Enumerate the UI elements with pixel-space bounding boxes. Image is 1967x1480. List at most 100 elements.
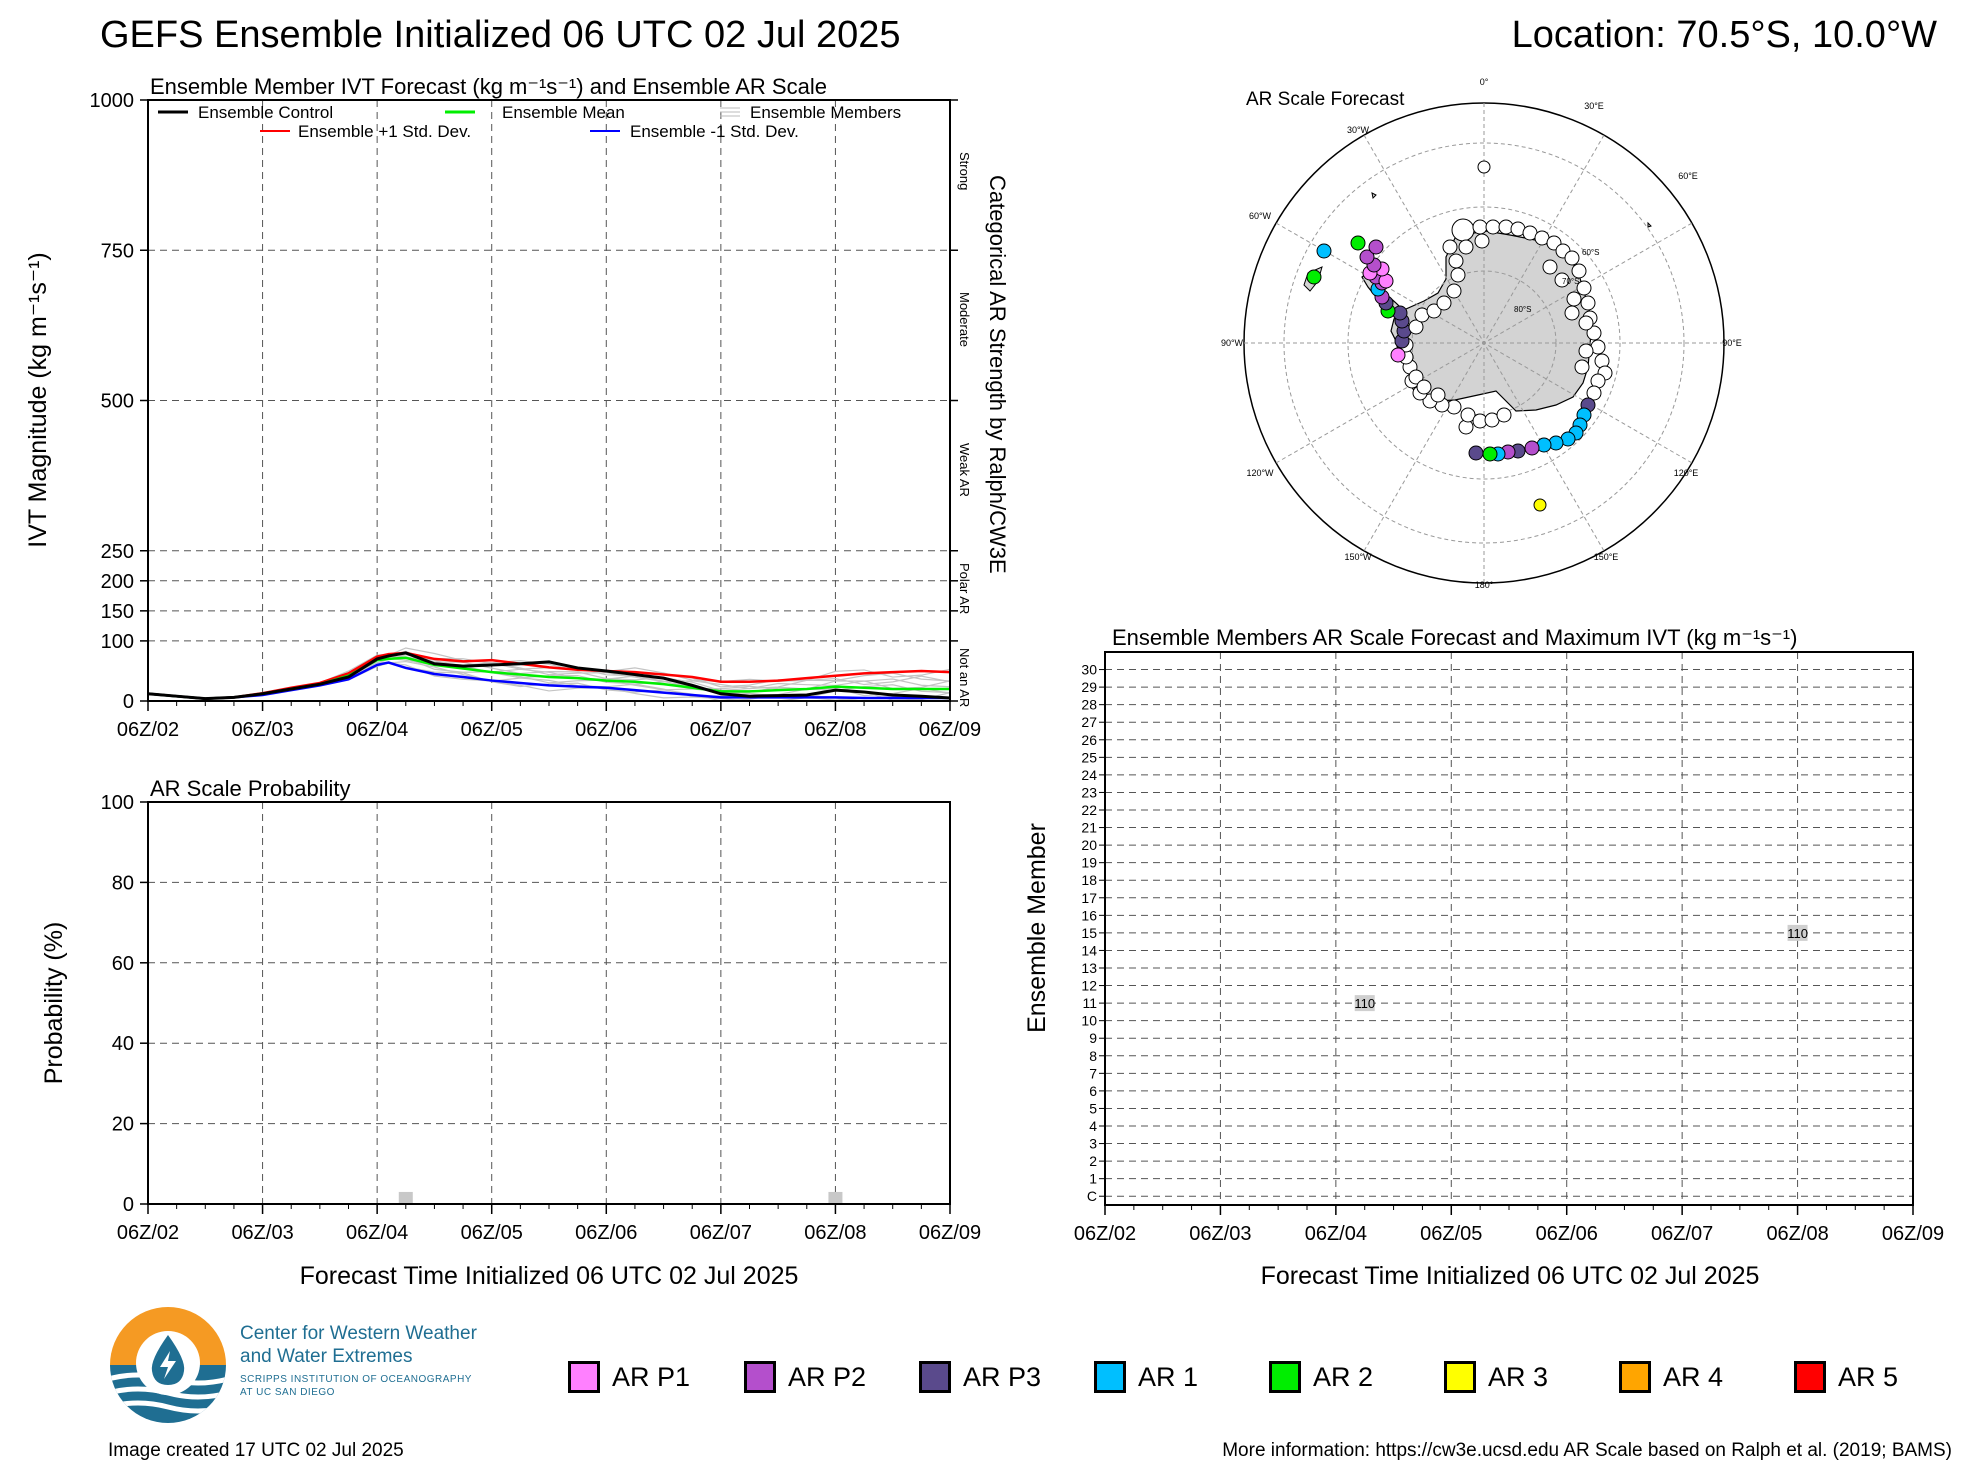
- ar-legend-swatch: [568, 1361, 600, 1393]
- ar-legend-swatch: [1444, 1361, 1476, 1393]
- ar-marker: [1564, 305, 1580, 321]
- ar-legend-label: AR P2: [788, 1361, 867, 1392]
- ar-legend-label: AR 4: [1663, 1361, 1724, 1392]
- members-ytick-label: 21: [1081, 820, 1097, 836]
- prob-xtick-label: 06Z/07: [690, 1222, 752, 1244]
- members-ytick-label: 1: [1089, 1171, 1097, 1187]
- ar-legend-item: AR P1: [568, 1358, 690, 1396]
- lon-label: 150°W: [1344, 552, 1372, 562]
- prob-title: AR Scale Probability: [150, 776, 351, 801]
- ensemble-member-line: [147, 662, 951, 702]
- category-moderate: Moderate: [957, 292, 972, 347]
- ar-legend-label: AR P3: [963, 1361, 1042, 1392]
- members-ytick-label: 25: [1081, 749, 1097, 765]
- ar-legend-label: AR 5: [1838, 1361, 1899, 1392]
- ivt-legend: Ensemble Control Ensemble Mean Ensemble …: [158, 103, 901, 141]
- lon-label: 0°: [1480, 77, 1489, 87]
- members-xtick-label: 06Z/03: [1189, 1223, 1251, 1245]
- member-ar-cell: [1787, 924, 1808, 941]
- ar-marker: [1430, 387, 1446, 403]
- ivt-chart: 0 100 150 200 250 500 750 1000 06Z/02 06Z/03 06Z/0…: [24, 74, 1010, 741]
- members-ytick-label: 6: [1089, 1083, 1097, 1099]
- members-ytick-label: 3: [1089, 1136, 1097, 1152]
- prob-plot-frame: [147, 801, 951, 1205]
- members-ytick-label: 12: [1081, 978, 1097, 994]
- ar-legend-item: AR 4: [1619, 1358, 1723, 1396]
- probability-bar: [828, 1191, 843, 1204]
- ivt-xtick-label: 06Z/07: [690, 719, 752, 741]
- ivt-xtick-label: 06Z/04: [346, 719, 408, 741]
- map-lon-labels: 0° 30°E 60°E 90°E 120°E 150°E 180° 150°W…: [1221, 77, 1742, 590]
- members-xtick-label: 06Z/09: [1882, 1223, 1944, 1245]
- lon-label: 30°E: [1584, 101, 1604, 111]
- lon-label: 150°E: [1594, 552, 1619, 562]
- ar-legend-item: AR 3: [1444, 1358, 1548, 1396]
- prob-bars: [398, 1191, 843, 1204]
- members-ytick-label: 20: [1081, 837, 1097, 853]
- members-ytick-label: 11: [1082, 995, 1097, 1011]
- legend-minus-label: Ensemble -1 Std. Dev.: [630, 122, 799, 141]
- members-ytick-label: 17: [1081, 890, 1097, 906]
- ivt-ytick-label: 750: [101, 240, 134, 262]
- ivt-xtick-label: 06Z/05: [461, 719, 523, 741]
- members-ylabel: Ensemble Member: [1023, 823, 1051, 1033]
- ar-marker: [1448, 253, 1464, 269]
- members-ytick-label: 10: [1081, 1013, 1097, 1029]
- lat-label: 80°S: [1514, 305, 1531, 314]
- ar-marker: [1477, 160, 1491, 174]
- members-xtick-label: 06Z/02: [1074, 1223, 1136, 1245]
- legend-control-label: Ensemble Control: [198, 103, 333, 122]
- members-ytick-label: 15: [1081, 925, 1097, 941]
- ar-legend-swatch: [1094, 1361, 1126, 1393]
- category-polar: Polar AR: [957, 563, 972, 614]
- prob-ytick-label: 80: [112, 872, 134, 894]
- members-title: Ensemble Members AR Scale Forecast and M…: [1112, 625, 1797, 650]
- members-ytick-label: 7: [1089, 1065, 1097, 1081]
- ivt-xtick-label: 06Z/08: [804, 719, 866, 741]
- lon-label: 60°E: [1678, 171, 1698, 181]
- ivt-xtick-label: 06Z/09: [919, 719, 981, 741]
- members-xtick-label: 06Z/05: [1420, 1223, 1482, 1245]
- ar-marker: [1496, 407, 1512, 423]
- members-ytick-label: 5: [1089, 1100, 1097, 1116]
- ar-marker: [1571, 263, 1587, 279]
- member-max-ivt-label: 110: [1787, 926, 1808, 941]
- ar-marker: [1586, 385, 1602, 401]
- ar-marker: [1472, 219, 1488, 235]
- members-xtick-label: 06Z/06: [1536, 1223, 1598, 1245]
- ar-marker: [1524, 440, 1540, 456]
- footer-info: More information: https://cw3e.ucsd.edu …: [1222, 1440, 1952, 1461]
- ivt-ytick-label: 150: [101, 601, 134, 623]
- members-xtick-label: 06Z/08: [1766, 1223, 1828, 1245]
- lon-label: 90°E: [1722, 338, 1742, 348]
- prob-xlabel: Forecast Time Initialized 06 UTC 02 Jul …: [300, 1262, 799, 1290]
- ivt-ytick-label: 200: [101, 571, 134, 593]
- ar-marker: [1450, 267, 1466, 283]
- footer-created: Image created 17 UTC 02 Jul 2025: [108, 1440, 404, 1461]
- logo-name-line1: Center for Western Weather: [240, 1323, 477, 1344]
- members-xtick-label: 06Z/07: [1651, 1223, 1713, 1245]
- ar-marker: [1442, 239, 1458, 255]
- ivt-grid: [148, 100, 950, 701]
- ar-marker: [1390, 347, 1406, 363]
- ar-marker: [1416, 379, 1432, 395]
- member-max-ivt-label: 110: [1354, 996, 1375, 1011]
- prob-ytick-label: 60: [112, 953, 134, 975]
- members-ticks: C123456789101112131415161718192021222324…: [1074, 662, 1944, 1245]
- members-ytick-label: C: [1087, 1188, 1097, 1204]
- legend-plus-label: Ensemble +1 Std. Dev.: [298, 122, 471, 141]
- ivt-ytick-label: 0: [123, 691, 134, 713]
- members-ytick-label: 4: [1089, 1118, 1097, 1134]
- probability-chart: 0 20 40 60 80 100 06Z/02 06Z/03 06Z/04 06Z/05 06Z/…: [40, 776, 981, 1290]
- ar-legend-item: AR P2: [744, 1358, 866, 1396]
- members-ytick-label: 26: [1081, 732, 1097, 748]
- members-ytick-label: 2: [1089, 1153, 1097, 1169]
- lat-label: 70°S: [1562, 277, 1579, 286]
- ivt-title: Ensemble Member IVT Forecast (kg m⁻¹s⁻¹)…: [150, 74, 827, 99]
- location-label: Location: 70.5°S, 10.0°W: [1511, 14, 1937, 56]
- ar-marker: [1316, 243, 1332, 259]
- members-xtick-label: 06Z/04: [1305, 1223, 1367, 1245]
- ivt-ytick-label: 500: [101, 391, 134, 413]
- members-ytick-label: 24: [1081, 767, 1097, 783]
